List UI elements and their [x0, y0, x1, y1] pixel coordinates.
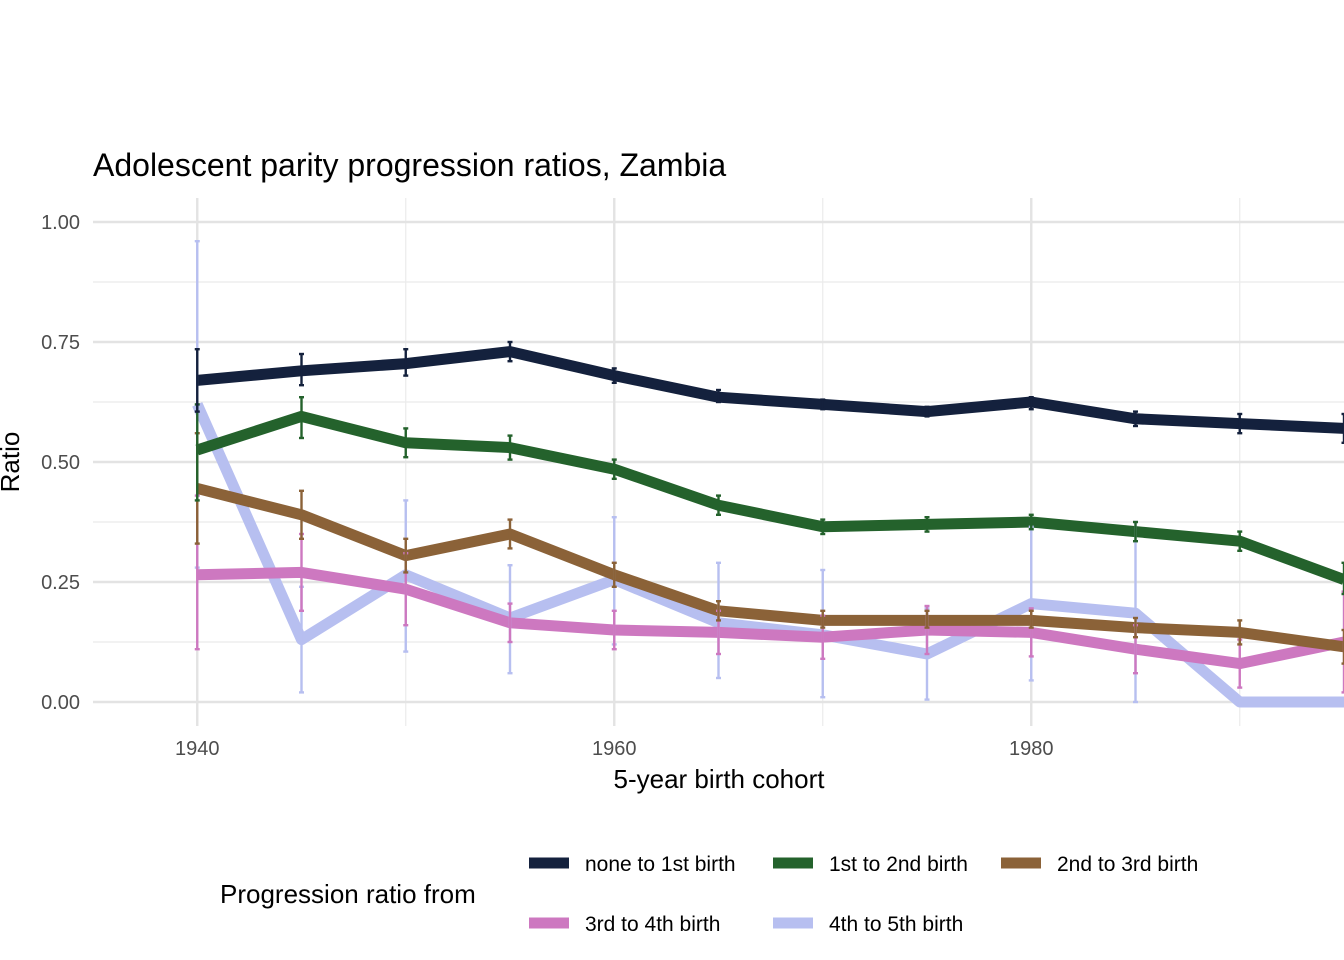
y-tick-label: 0.00 [41, 692, 80, 714]
series-line-none-to-1st-birth [196, 346, 1344, 434]
legend-label: none to 1st birth [585, 853, 736, 876]
series-line-1st-to-2nd-birth [195, 410, 1344, 585]
series-line-3rd-to-4th-birth [197, 566, 1344, 670]
chart-title: Adolescent parity progression ratios, Za… [93, 147, 726, 183]
error-bars-1st-to-2nd-birth [194, 396, 1344, 596]
legend: Progression ratio from none to 1st birth… [220, 853, 1198, 936]
y-axis-ticks: 0.00 0.25 0.50 0.75 1.00 [41, 212, 80, 714]
y-tick-label: 1.00 [41, 212, 80, 234]
x-tick-label: 1980 [1009, 738, 1054, 760]
legend-label: 4th to 5th birth [829, 913, 963, 936]
y-tick-label: 0.50 [41, 452, 80, 474]
y-tick-label: 0.25 [41, 572, 80, 594]
error-bars-3rd-to-4th-birth [194, 494, 1344, 694]
legend-title: Progression ratio from [220, 879, 476, 909]
legend-label: 2nd to 3rd birth [1057, 853, 1198, 876]
x-axis-ticks: 1940 1960 1980 [175, 738, 1054, 760]
x-tick-label: 1960 [592, 738, 637, 760]
x-axis-title: 5-year birth cohort [614, 764, 826, 794]
legend-label: 3rd to 4th birth [585, 913, 720, 936]
x-tick-label: 1940 [175, 738, 220, 760]
error-bars-none-to-1st-birth [194, 340, 1344, 444]
series-line-2nd-to-3rd-birth [195, 483, 1344, 653]
y-axis-title: Ratio [0, 432, 25, 493]
plot-area [192, 239, 1344, 708]
legend-label: 1st to 2nd birth [829, 853, 968, 876]
y-tick-label: 0.75 [41, 332, 80, 354]
